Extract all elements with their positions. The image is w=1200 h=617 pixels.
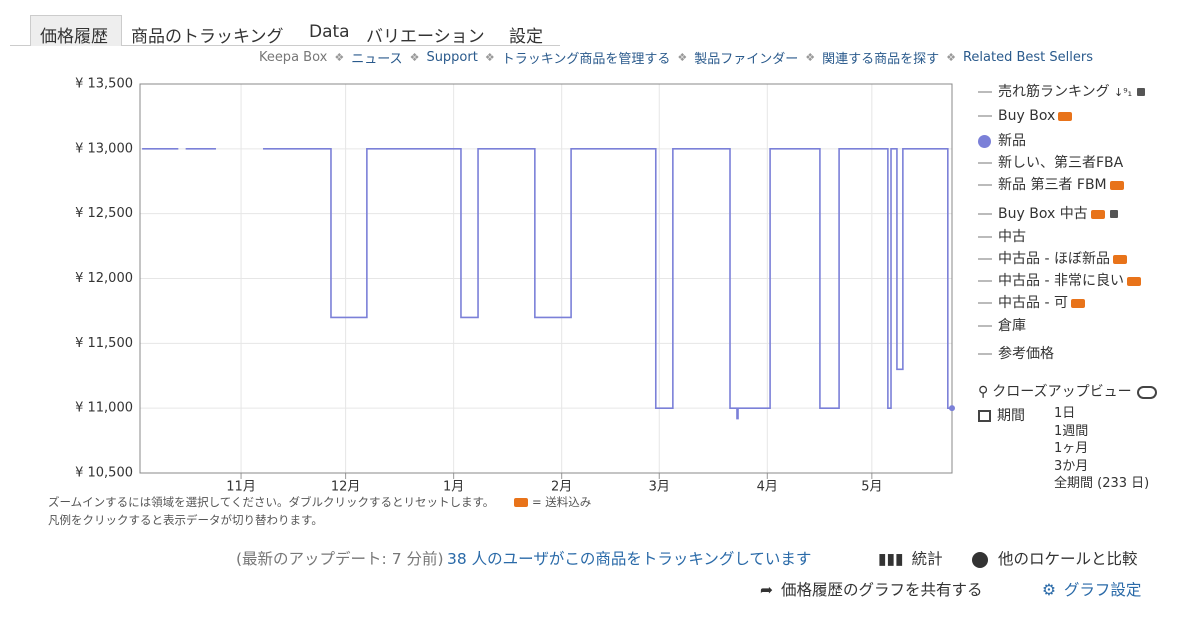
x-tick-label: 11月 — [226, 480, 256, 495]
separator: ❖ — [334, 51, 345, 64]
legend-item[interactable]: 新品 — [978, 130, 1026, 150]
stats-link[interactable]: ▮▮▮ 統計 — [878, 550, 943, 568]
y-tick-label: ¥ 11,000 — [75, 401, 133, 416]
legend-label: 中古品 - ほぼ新品 — [998, 251, 1110, 267]
legend-label: 新しい、第三者FBA — [998, 155, 1124, 171]
tab-rule — [10, 45, 560, 46]
legend-label: Buy Box 中古 — [998, 206, 1088, 222]
legend-item[interactable]: 新品 第三者 FBM — [978, 174, 1124, 194]
period-option[interactable]: 全期間 (233 日) — [1054, 476, 1150, 491]
legend-item[interactable]: Buy Box 中古 — [978, 203, 1118, 223]
legend-label: 売れ筋ランキング — [998, 84, 1110, 100]
period-option[interactable]: 1日 — [1054, 406, 1076, 421]
legend-item[interactable]: 中古品 - ほぼ新品 — [978, 248, 1127, 268]
plot-frame — [139, 83, 953, 474]
share-link[interactable]: ➦ 価格履歴のグラフを共有する — [760, 581, 983, 599]
y-tick-label: ¥ 13,500 — [75, 77, 133, 92]
y-tick-label: ¥ 13,000 — [75, 141, 133, 156]
legend-label: 中古 — [998, 229, 1026, 245]
settings-text: グラフ設定 — [1063, 581, 1142, 599]
nav-link[interactable]: Related Best Sellers — [962, 50, 1093, 65]
legend-item[interactable]: 中古品 - 可 — [978, 292, 1085, 312]
legend-label: 新品 — [998, 133, 1026, 149]
x-tick-label: 1月 — [443, 480, 464, 495]
note: 凡例をクリックすると表示データが切り替わります。 — [48, 513, 323, 527]
period-option[interactable]: 1ヶ月 — [1054, 441, 1089, 456]
nav-link[interactable]: ニュース — [351, 52, 403, 67]
nav-link[interactable]: Keepa Box — [258, 50, 328, 65]
nav-link[interactable]: 関連する商品を探す — [822, 52, 940, 67]
period-text: 期間 — [997, 408, 1025, 424]
settings-link[interactable]: ⚙ グラフ設定 — [1042, 581, 1142, 599]
legend-label: 倉庫 — [998, 318, 1026, 334]
nav-link[interactable]: 製品ファインダー — [694, 52, 799, 67]
period-option[interactable]: 1週間 — [1054, 423, 1089, 439]
tab[interactable]: Data — [309, 22, 350, 42]
period-label: 期間 — [978, 405, 1025, 425]
nav-link[interactable]: トラッキング商品を管理する — [501, 52, 671, 67]
closeup-toggle[interactable]: ⚲ クローズアップビュー — [978, 381, 1157, 401]
closeup-label: クローズアップビュー — [992, 384, 1132, 400]
legend-item[interactable]: 中古品 - 非常に良い — [978, 270, 1141, 290]
x-tick-label: 5月 — [861, 480, 882, 495]
separator: ❖ — [805, 51, 816, 64]
y-tick-label: ¥ 11,500 — [75, 336, 133, 351]
active-tab-bg — [30, 15, 122, 46]
legend-item[interactable]: Buy Box — [978, 108, 1073, 124]
separator: ❖ — [409, 51, 420, 64]
separator: ❖ — [677, 51, 688, 64]
separator: ❖ — [484, 51, 495, 64]
stats-text: 統計 — [911, 550, 943, 568]
legend-item[interactable]: 中古 — [978, 226, 1026, 246]
tracking-link[interactable]: 38 人のユーザがこの商品をトラッキングしています — [447, 550, 812, 568]
x-tick-label: 3月 — [649, 480, 670, 495]
note-text: ズームインするには領域を選択してください。ダブルクリックするとリセットします。 — [48, 495, 495, 509]
legend-label: 中古品 - 可 — [998, 295, 1068, 311]
nav-link[interactable]: Support — [426, 50, 478, 65]
legend-label: 中古品 - 非常に良い — [998, 273, 1124, 289]
legend-item[interactable]: 売れ筋ランキング ↓⁹₁ — [978, 81, 1146, 101]
legend-item[interactable]: 倉庫 — [978, 315, 1026, 335]
tab[interactable]: 価格履歴 — [40, 27, 108, 47]
compare-text: 他のロケールと比較 — [998, 550, 1138, 568]
legend-dot — [978, 134, 991, 148]
tab[interactable]: 設定 — [509, 27, 543, 47]
compare-link[interactable]: 他のロケールと比較 — [972, 547, 1138, 569]
price-line — [142, 148, 952, 420]
y-tick-label: ¥ 12,500 — [75, 206, 133, 221]
note-text: = 送料込み — [531, 495, 592, 509]
x-tick-label: 4月 — [757, 480, 778, 495]
end-marker — [949, 405, 955, 412]
separator: ❖ — [946, 51, 956, 64]
period-option[interactable]: 3か月 — [1054, 458, 1089, 474]
x-tick-label: 12月 — [331, 480, 361, 495]
tab[interactable]: バリエーション — [366, 27, 485, 47]
chart: ¥ 10,500 ¥ 11,000 ¥ 11,500 ¥ 12,000 ¥ 12,500… — [75, 77, 955, 495]
y-tick-label: ¥ 12,000 — [75, 271, 133, 286]
legend-item[interactable]: 参考価格 — [978, 343, 1054, 363]
legend-item[interactable]: 新しい、第三者FBA — [978, 152, 1123, 172]
updated: (最新のアップデート: 7 分前) — [236, 550, 444, 568]
legend-label: 新品 第三者 FBM — [998, 177, 1107, 193]
legend-label: 参考価格 — [998, 346, 1054, 362]
nav-bar: Keepa Box ❖ ニュース ❖ Support ❖ トラッキング商品を管理する ❖… — [259, 48, 1093, 67]
y-tick-label: ¥ 10,500 — [75, 466, 133, 481]
note: ズームインするには領域を選択してください。ダブルクリックするとリセットします。 … — [48, 494, 591, 510]
x-tick-label: 2月 — [551, 480, 572, 495]
legend-label: Buy Box — [998, 108, 1056, 124]
share-text: 価格履歴のグラフを共有する — [781, 581, 983, 599]
period-options: 1日 1週間 1ヶ月 3か月 全期間 (233 日) — [1054, 405, 1149, 493]
tab[interactable]: 商品のトラッキング — [131, 27, 284, 47]
